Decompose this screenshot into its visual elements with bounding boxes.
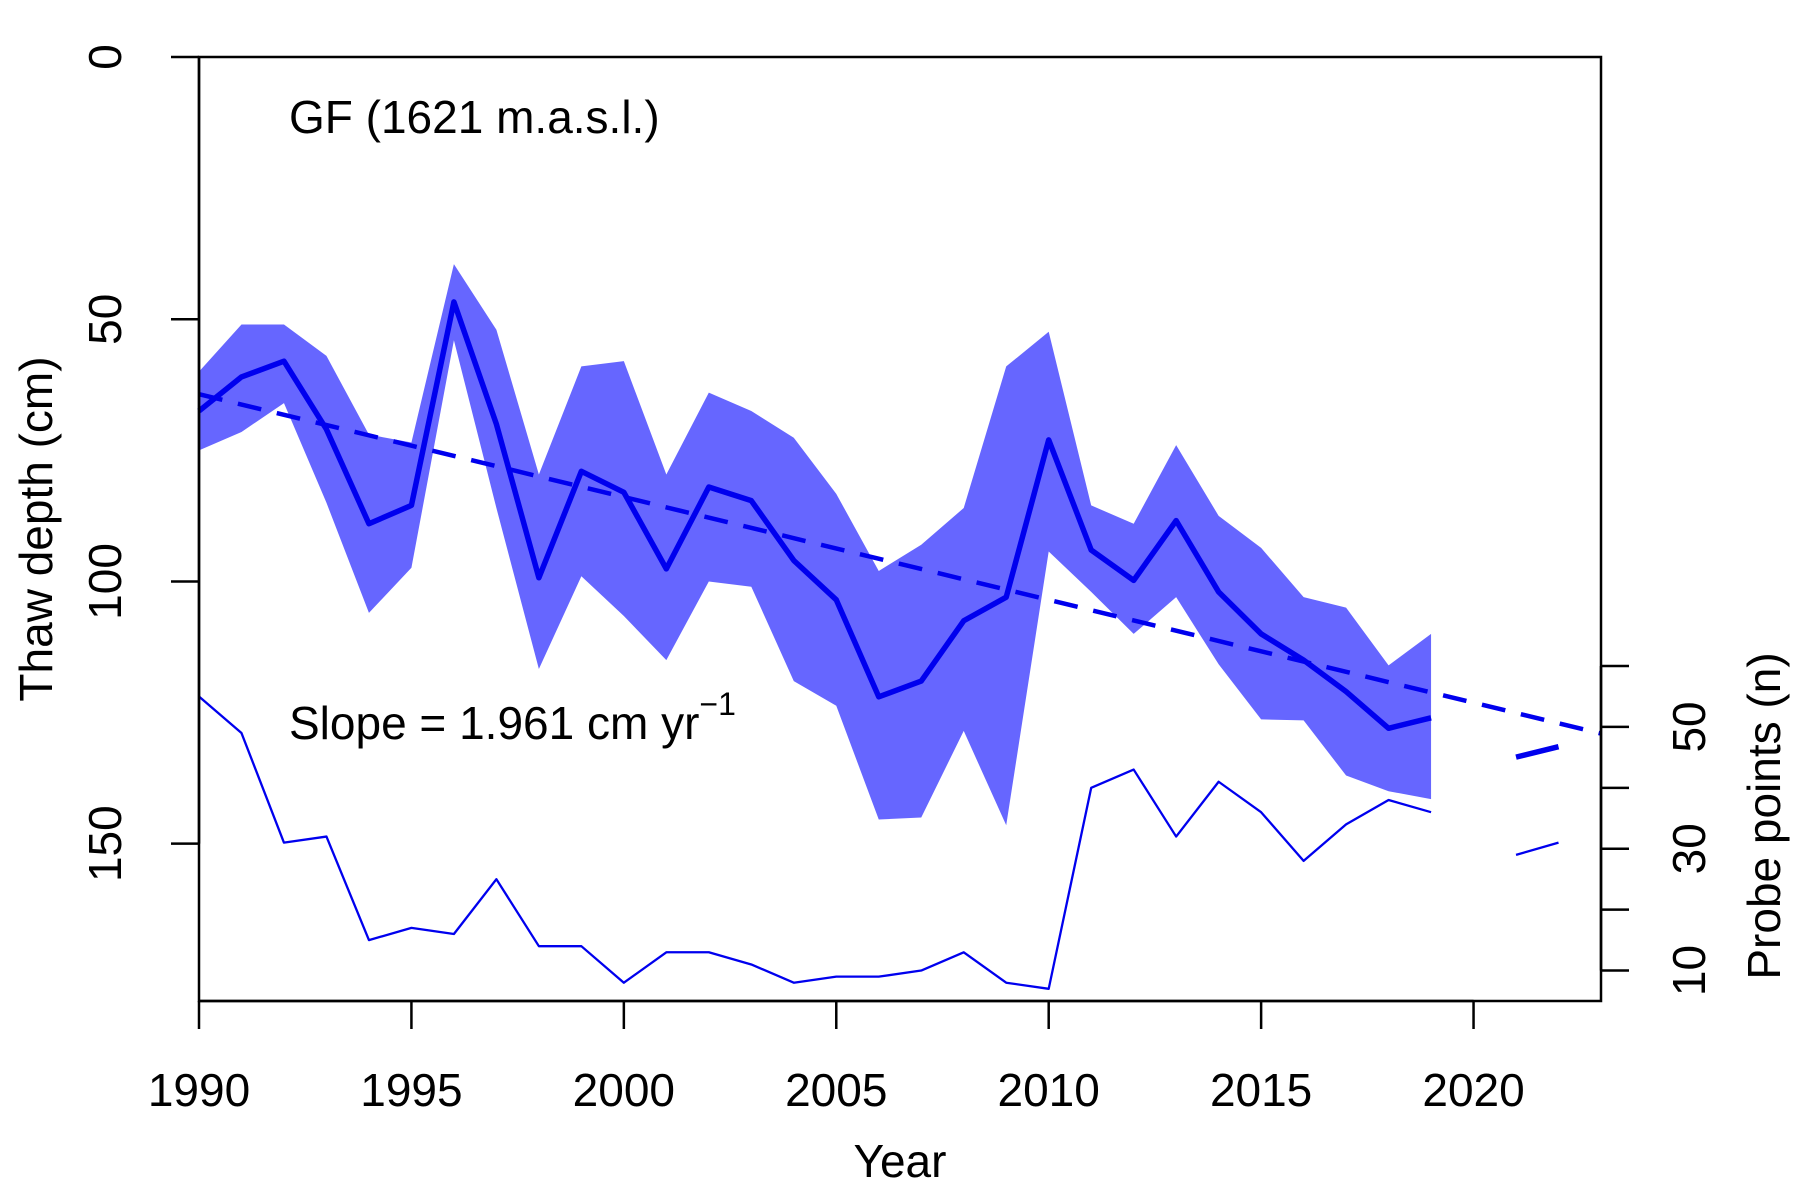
y2-axis-label: Probe points (n) (1738, 652, 1790, 979)
y-tick-label: 50 (79, 294, 131, 345)
y-axis-label: Thaw depth (cm) (10, 356, 62, 701)
slope-label: Slope = 1.961 cm yr−1 (289, 686, 736, 749)
x-tick-label: 1990 (148, 1064, 250, 1116)
y-tick-label: 100 (79, 543, 131, 620)
annotation: GF (1621 m.a.s.l.) (289, 91, 660, 143)
y2-tick-label: 10 (1663, 945, 1715, 996)
x-tick-label: 2000 (573, 1064, 675, 1116)
band (199, 264, 1432, 826)
slope-superscript: −1 (699, 686, 735, 722)
x-tick-label: 2005 (785, 1064, 887, 1116)
y-tick-label: 150 (79, 805, 131, 882)
slope-text: Slope = 1.961 cm yr (289, 697, 699, 749)
line (197, 299, 1560, 760)
x-axis-label: Year (854, 1135, 947, 1187)
x-tick-label: 1995 (360, 1064, 462, 1116)
line (198, 392, 1602, 736)
x-tick-label: 2020 (1422, 1064, 1524, 1116)
x-tick-label: 2015 (1210, 1064, 1312, 1116)
y2-tick-label: 30 (1663, 823, 1715, 874)
line (198, 695, 1559, 990)
y-tick-label: 0 (79, 44, 131, 70)
x-tick-label: 2010 (998, 1064, 1100, 1116)
y2-tick-label: 50 (1663, 701, 1715, 752)
